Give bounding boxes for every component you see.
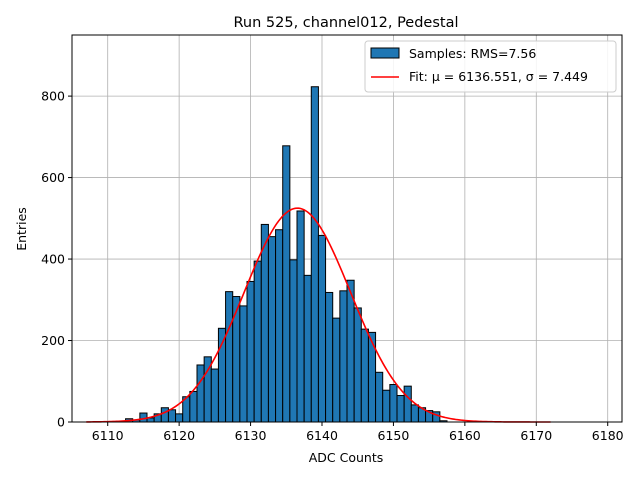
histogram-bar — [275, 229, 284, 423]
histogram-bar — [396, 395, 405, 423]
x-tick-label: 6140 — [306, 428, 338, 443]
x-tick-label: 6120 — [163, 428, 195, 443]
histogram-bar — [196, 364, 205, 423]
y-axis-ticks: 0 200 400 600 800 — [41, 89, 72, 430]
y-axis-label: Entries — [14, 207, 29, 251]
histogram-bar — [375, 371, 384, 423]
histogram-bar — [210, 368, 219, 423]
legend-label-samples: Samples: RMS=7.56 — [409, 46, 536, 61]
histogram-bar — [346, 279, 355, 423]
x-tick-label: 6160 — [449, 428, 481, 443]
histogram-bar — [389, 384, 398, 423]
histogram-bars — [125, 86, 448, 423]
histogram-bar — [303, 274, 312, 423]
histogram-bar — [325, 291, 334, 423]
y-tick-label: 200 — [41, 333, 65, 348]
legend-box — [364, 40, 617, 93]
histogram-bar — [239, 305, 248, 423]
histogram-bar — [282, 145, 291, 423]
x-tick-label: 6130 — [235, 428, 267, 443]
histogram-bar — [382, 389, 391, 423]
x-tick-label: 6150 — [378, 428, 410, 443]
y-tick-label: 400 — [41, 252, 65, 267]
histogram-bar — [410, 404, 419, 423]
x-axis-label: ADC Counts — [309, 450, 384, 465]
histogram-bar — [189, 390, 198, 423]
histogram-bar — [167, 409, 177, 423]
histogram-bar — [332, 317, 341, 423]
histogram-bar — [296, 210, 305, 423]
histogram-bar — [260, 223, 269, 423]
gaussian-fit-curve — [86, 207, 551, 423]
x-tick-label: 6180 — [592, 428, 624, 443]
plot-frame — [71, 34, 623, 423]
x-tick-label: 6170 — [520, 428, 552, 443]
histogram-bar — [267, 236, 277, 423]
histogram-bar — [246, 280, 255, 423]
legend-swatch-samples — [370, 47, 400, 59]
x-axis-ticks: 6110 6120 6130 6140 6150 6160 6170 6180 — [92, 422, 624, 443]
chart-title: Run 525, channel012, Pedestal — [233, 15, 458, 31]
y-tick-label: 600 — [41, 170, 65, 185]
histogram-bar — [360, 328, 369, 423]
x-tick-label: 6110 — [92, 428, 124, 443]
legend: Samples: RMS=7.56 Fit: μ = 6136.551, σ =… — [364, 40, 617, 93]
y-tick-label: 0 — [57, 415, 65, 430]
histogram-bar — [310, 86, 319, 423]
histogram-bar — [339, 290, 348, 423]
histogram-bar — [289, 259, 298, 423]
histogram-bar — [353, 307, 362, 423]
y-tick-label: 800 — [41, 89, 65, 104]
histogram-bar — [175, 413, 184, 423]
histogram-bar — [403, 385, 412, 423]
histogram-bar — [160, 407, 169, 423]
histogram-bar — [225, 291, 234, 423]
legend-label-fit: Fit: μ = 6136.551, σ = 7.449 — [409, 69, 588, 84]
histogram-bar — [253, 260, 262, 423]
histogram-bar — [317, 234, 327, 423]
